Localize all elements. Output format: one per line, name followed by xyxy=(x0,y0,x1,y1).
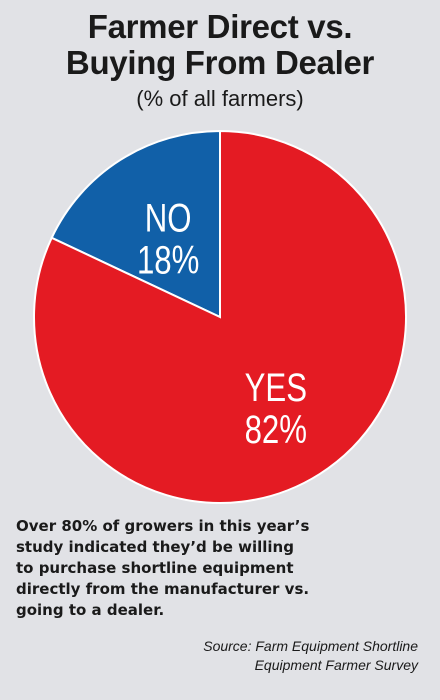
slice-label-no: NO xyxy=(145,196,192,241)
source-line: Equipment Farmer Survey xyxy=(254,657,418,673)
note-line: directly from the manufacturer vs. xyxy=(16,580,310,598)
chart-source: Source: Farm Equipment Shortline Equipme… xyxy=(38,637,418,675)
chart-title-line-1: Farmer Direct vs. xyxy=(87,8,353,45)
chart-subtitle: (% of all farmers) xyxy=(136,86,304,111)
chart-note: Over 80% of growers in this year’s study… xyxy=(16,516,424,621)
note-line: study indicated they’d be willing xyxy=(16,538,294,556)
pie-slice-yes xyxy=(33,129,407,504)
chart-title-line-2: Buying From Dealer xyxy=(65,44,375,81)
note-line: to purchase shortline equipment xyxy=(16,559,294,577)
slice-value-no: 18% xyxy=(137,238,199,283)
slice-value-yes: 82% xyxy=(245,407,307,452)
note-line: going to a dealer. xyxy=(16,601,165,619)
source-line: Source: Farm Equipment Shortline xyxy=(203,638,418,654)
pie-slice-no xyxy=(50,129,221,319)
slice-label-yes: YES xyxy=(245,365,307,410)
note-line: Over 80% of growers in this year’s xyxy=(16,517,310,535)
